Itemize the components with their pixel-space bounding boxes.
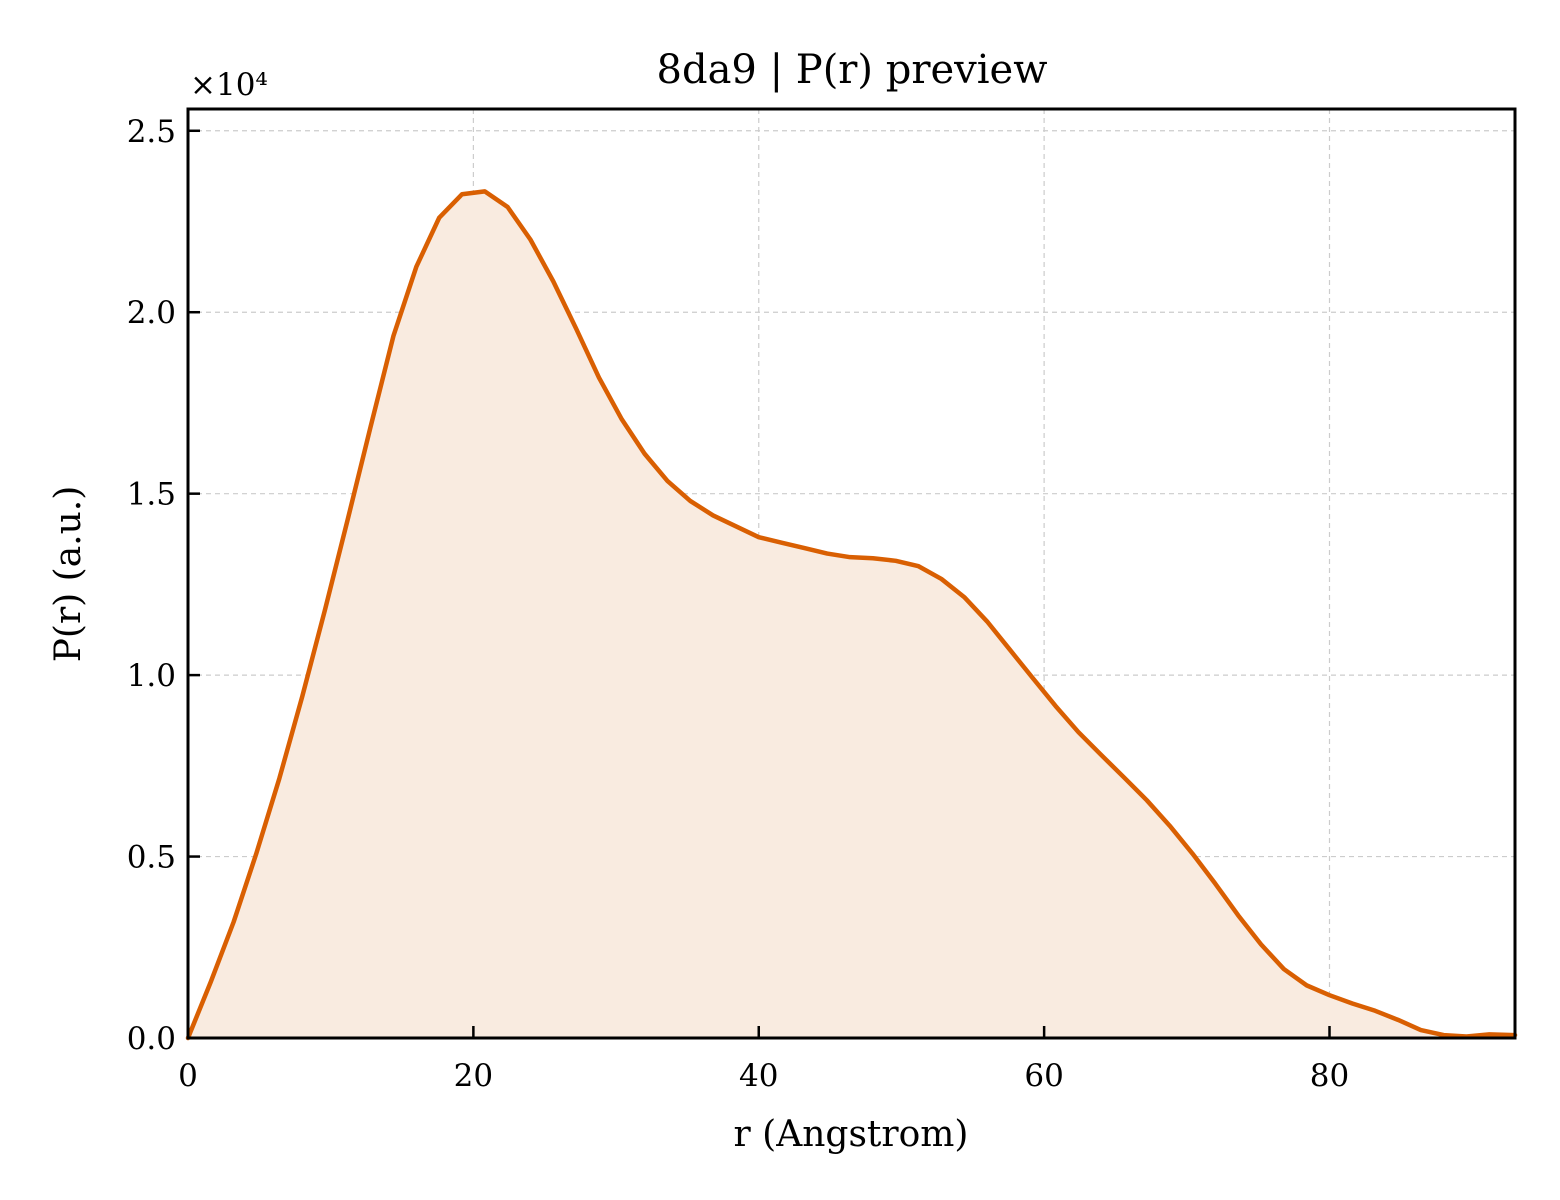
tick-labels: 0 20 40 60 80 0.0 0.5 1.0 1.5 2.0 2.5 [127,114,1350,1094]
plot-frame [186,107,1517,1040]
y-tick-label: 0.0 [127,1021,176,1057]
x-tick-label: 80 [1310,1058,1349,1094]
y-tick-label: 1.0 [127,658,176,694]
axis-ticks [186,129,1331,1040]
x-tick-label: 60 [1024,1058,1063,1094]
series-line [185,189,1518,1041]
x-tick-label: 40 [739,1058,778,1094]
x-tick-label: 20 [454,1058,493,1094]
chart-title: 8da9 | P(r) preview [657,47,1048,93]
y-tick-label: 2.0 [127,295,176,331]
area-fill [188,191,1515,1038]
y-axis-label: P(r) (a.u.) [48,486,89,663]
x-axis-label: r (Angstrom) [734,1114,969,1155]
x-tick-label: 0 [178,1058,198,1094]
y-axis-multiplier: ×10⁴ [190,67,268,103]
y-tick-label: 2.5 [127,114,176,150]
y-tick-label: 0.5 [127,840,176,876]
y-tick-label: 1.5 [127,477,176,513]
